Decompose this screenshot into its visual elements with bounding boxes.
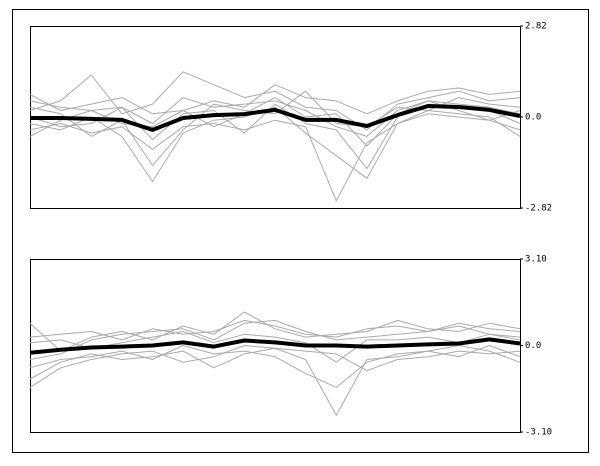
profile-line (29, 97, 521, 137)
y-tick-label: -3.10 (525, 428, 552, 438)
mean-line (30, 104, 521, 132)
frame (12, 9, 589, 453)
profile-line (29, 71, 521, 131)
profile-line (29, 106, 521, 182)
profile-line (29, 84, 521, 115)
profile-line (29, 345, 521, 388)
profile-line (29, 347, 521, 380)
y-tick-label: 2.82 (525, 22, 547, 32)
mean-line (29, 337, 521, 355)
y-tick-label: 0.0 (525, 113, 541, 123)
y-tick-label: -2.82 (525, 204, 552, 214)
profile-line (29, 319, 521, 341)
y-tick-label: 3.10 (525, 255, 547, 265)
profile-line (29, 90, 521, 166)
profile-line (29, 311, 521, 352)
y-tick-label: 0.0 (525, 341, 541, 351)
profile-line (29, 113, 521, 202)
profile-line (29, 331, 521, 363)
